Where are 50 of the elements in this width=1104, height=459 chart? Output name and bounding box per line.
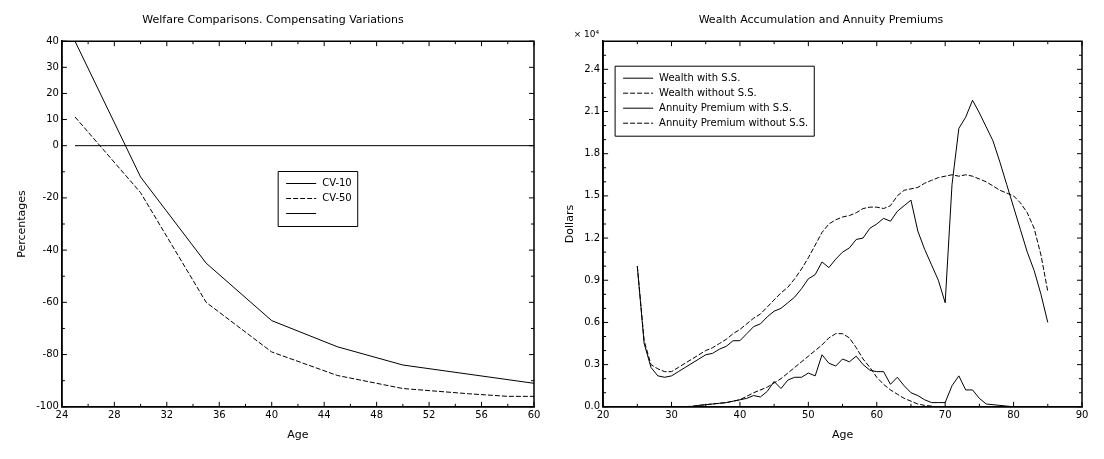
y-axis-title: Dollars bbox=[563, 204, 577, 244]
x-tick-label: 40 bbox=[265, 409, 279, 421]
x-tick-label: 36 bbox=[212, 409, 226, 421]
y-tick-label: 0.6 bbox=[584, 316, 601, 328]
legend-label: CV-50 bbox=[322, 192, 352, 204]
y-tick-label: 1.2 bbox=[584, 231, 601, 243]
x-tick-label: 44 bbox=[317, 409, 331, 421]
x-tick-label: 24 bbox=[55, 409, 69, 421]
x-tick-label: 30 bbox=[665, 409, 678, 421]
y-tick-label: 1.5 bbox=[584, 189, 601, 201]
y-tick-label: 30 bbox=[46, 60, 59, 72]
y-tick-label: 0.3 bbox=[584, 358, 601, 370]
y-tick-label: 10 bbox=[46, 113, 59, 125]
x-tick-label: 32 bbox=[160, 409, 174, 421]
y-tick-label: 2.4 bbox=[584, 62, 601, 74]
y-tick-label: 20 bbox=[46, 87, 59, 99]
y-tick-label: 2.1 bbox=[584, 105, 601, 117]
x-tick-label: 40 bbox=[733, 409, 747, 421]
x-tick-label: 90 bbox=[1075, 409, 1089, 421]
y-axis-title: Percentages bbox=[15, 189, 29, 258]
y-tick-label: -20 bbox=[42, 191, 59, 203]
y-tick-label: 40 bbox=[46, 34, 59, 46]
x-tick-label: 60 bbox=[527, 409, 541, 421]
x-tick-label: 60 bbox=[870, 409, 884, 421]
y-tick-label: 1.8 bbox=[584, 147, 601, 159]
x-tick-label: 56 bbox=[475, 409, 488, 421]
legend-label: Wealth without S.S. bbox=[659, 86, 757, 98]
legend-label: Wealth with S.S. bbox=[659, 71, 741, 83]
chart-title: Welfare Comparisons. Compensating Variations bbox=[142, 13, 404, 27]
y-tick-label: -40 bbox=[42, 243, 59, 255]
x-tick-label: 52 bbox=[422, 409, 436, 421]
x-tick-label: 50 bbox=[801, 409, 815, 421]
x-tick-label: 70 bbox=[938, 409, 952, 421]
x-tick-label: 80 bbox=[1007, 409, 1020, 421]
legend-label: Annuity Premium without S.S. bbox=[659, 116, 809, 128]
x-tick-label: 20 bbox=[596, 409, 610, 421]
x-tick-label: 48 bbox=[370, 409, 383, 421]
y-tick-label: 0.9 bbox=[584, 273, 601, 285]
x-axis-title: Age bbox=[831, 428, 854, 442]
y-tick-label: 0.0 bbox=[584, 400, 601, 412]
legend-label: Annuity Premium with S.S. bbox=[659, 101, 792, 113]
y-tick-label: -80 bbox=[42, 348, 59, 360]
chart-title: Wealth Accumulation and Annuity Premiums bbox=[698, 13, 944, 27]
text: × 10⁴ bbox=[573, 29, 600, 40]
y-tick-label: -100 bbox=[36, 400, 59, 412]
x-tick-label: 28 bbox=[107, 409, 121, 421]
x-axis-title: Age bbox=[287, 428, 309, 442]
y-tick-label: 0 bbox=[52, 139, 59, 151]
y-tick-label: -60 bbox=[42, 295, 59, 307]
legend-label: CV-10 bbox=[322, 177, 352, 189]
